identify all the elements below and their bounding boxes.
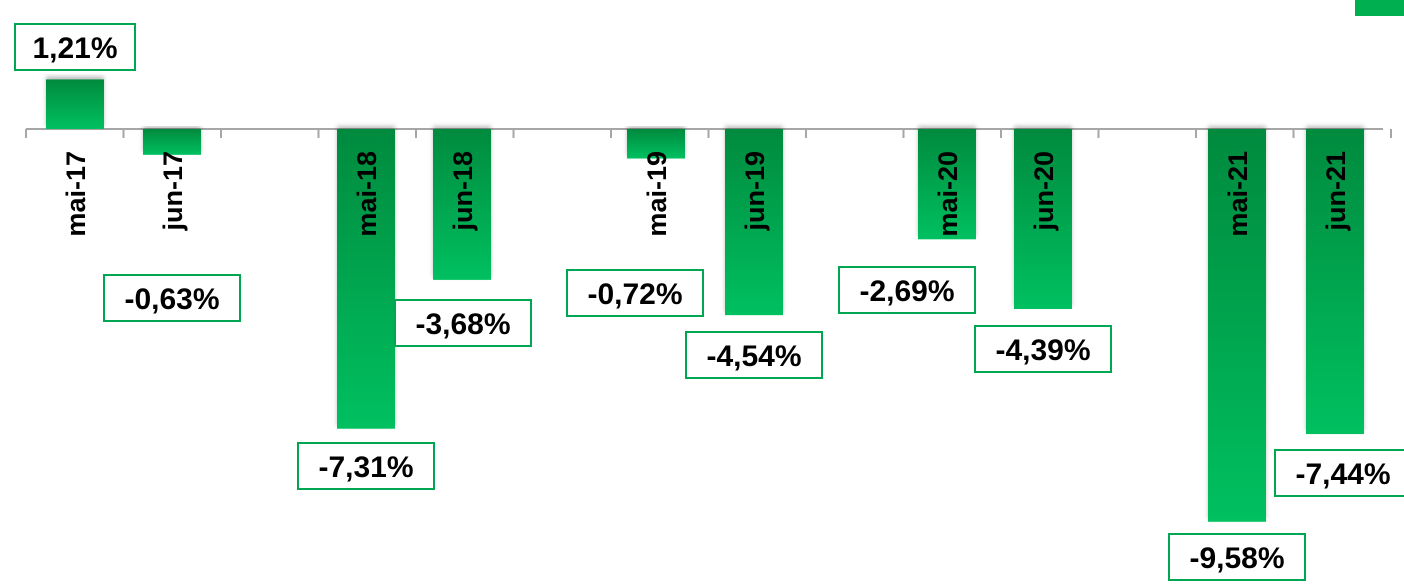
- data-labels: 1,21% -0,63% -7,31% -3,68% -0,72% -4,54% -2,69…: [14, 23, 1404, 581]
- category-label: mai-19: [642, 151, 672, 237]
- data-label-box: [297, 442, 435, 490]
- bar-jun-19: [725, 129, 783, 316]
- category-label: mai-21: [1223, 151, 1253, 237]
- data-label-box: [103, 274, 241, 322]
- data-label: -3,68%: [415, 308, 510, 341]
- category-label: jun-21: [1321, 151, 1351, 232]
- data-label: -0,63%: [124, 283, 219, 316]
- bar-jun-18: [433, 129, 491, 280]
- category-label: mai-17: [61, 151, 91, 237]
- data-label-box: [1274, 449, 1404, 497]
- category-label: jun-18: [448, 151, 478, 232]
- category-label: mai-18: [352, 151, 382, 237]
- data-label: -4,54%: [706, 340, 801, 373]
- category-label: jun-17: [158, 151, 188, 232]
- bar-jun-17: [143, 129, 201, 155]
- bar-mai-21: [1208, 129, 1266, 522]
- data-label: -7,31%: [318, 451, 413, 484]
- bar-mai-19: [627, 129, 685, 159]
- data-label-box: [1168, 533, 1306, 581]
- category-label: jun-19: [740, 151, 770, 232]
- data-label-box: [685, 331, 823, 379]
- data-label-box: [838, 266, 976, 314]
- data-label: -0,72%: [587, 278, 682, 311]
- category-labels: mai-17 jun-17 mai-18 jun-18 mai-19 jun-19 mai-…: [61, 151, 1351, 237]
- bar-mai-17: [46, 79, 104, 129]
- x-axis: [25, 128, 1392, 138]
- bar-jun-21: [1306, 129, 1364, 435]
- corner-mark: [1355, 0, 1404, 16]
- category-label: mai-20: [933, 151, 963, 237]
- bar-mai-18: [337, 129, 395, 429]
- bar-mai-20: [918, 129, 976, 240]
- data-label: -9,58%: [1189, 542, 1284, 575]
- category-label: jun-20: [1029, 151, 1059, 232]
- bars: [46, 79, 1364, 522]
- data-label-box: [14, 23, 136, 71]
- data-label-box: [566, 269, 704, 317]
- data-label: 1,21%: [32, 32, 117, 65]
- data-label: -2,69%: [859, 275, 954, 308]
- data-label-box: [394, 299, 532, 347]
- bar-jun-20: [1014, 129, 1072, 309]
- data-label: -4,39%: [995, 334, 1090, 367]
- data-label-box: [974, 325, 1112, 373]
- data-label: -7,44%: [1295, 458, 1390, 491]
